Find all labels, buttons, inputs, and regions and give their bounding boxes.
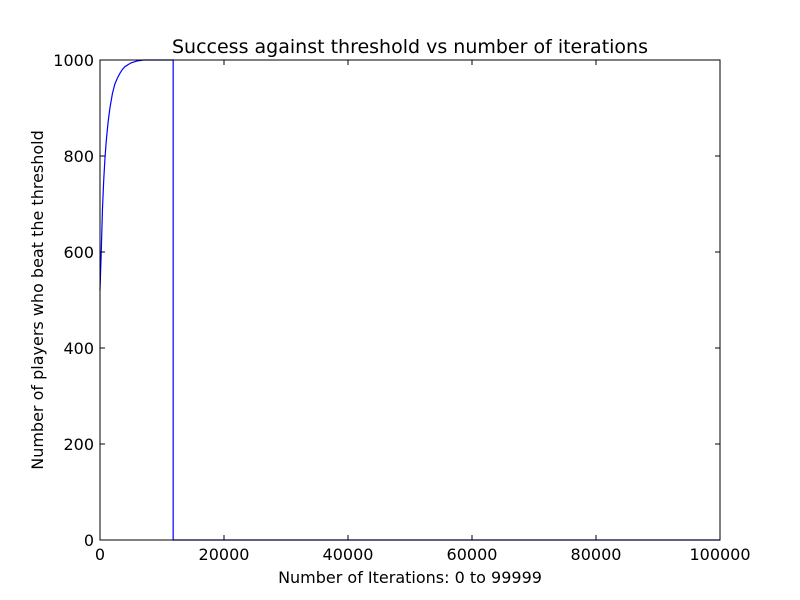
chart-title: Success against threshold vs number of i… (172, 36, 648, 58)
x-tick-label-4: 80000 (571, 545, 622, 564)
y-tick-label-5: 1000 (53, 51, 94, 70)
y-tick-label-3: 600 (63, 243, 94, 262)
x-tick-label-3: 60000 (447, 545, 498, 564)
plot-frame (99, 59, 721, 541)
ticks-layer: 0 20000 40000 60000 80000 100000 0 200 400 600 800… (53, 51, 750, 564)
x-tick-label-5: 100000 (689, 545, 750, 564)
x-tick-label-2: 40000 (323, 545, 374, 564)
y-tick-label-1: 200 (63, 435, 94, 454)
x-axis-label: Number of Iterations: 0 to 99999 (278, 568, 542, 587)
plot-area (100, 60, 720, 540)
y-axis-label: Number of players who beat the threshold (28, 130, 47, 470)
y-tick-label-0: 0 (84, 531, 94, 550)
x-tick-label-1: 20000 (199, 545, 250, 564)
x-tick-label-0: 0 (95, 545, 105, 564)
y-tick-label-2: 400 (63, 339, 94, 358)
y-tick-label-4: 800 (63, 147, 94, 166)
